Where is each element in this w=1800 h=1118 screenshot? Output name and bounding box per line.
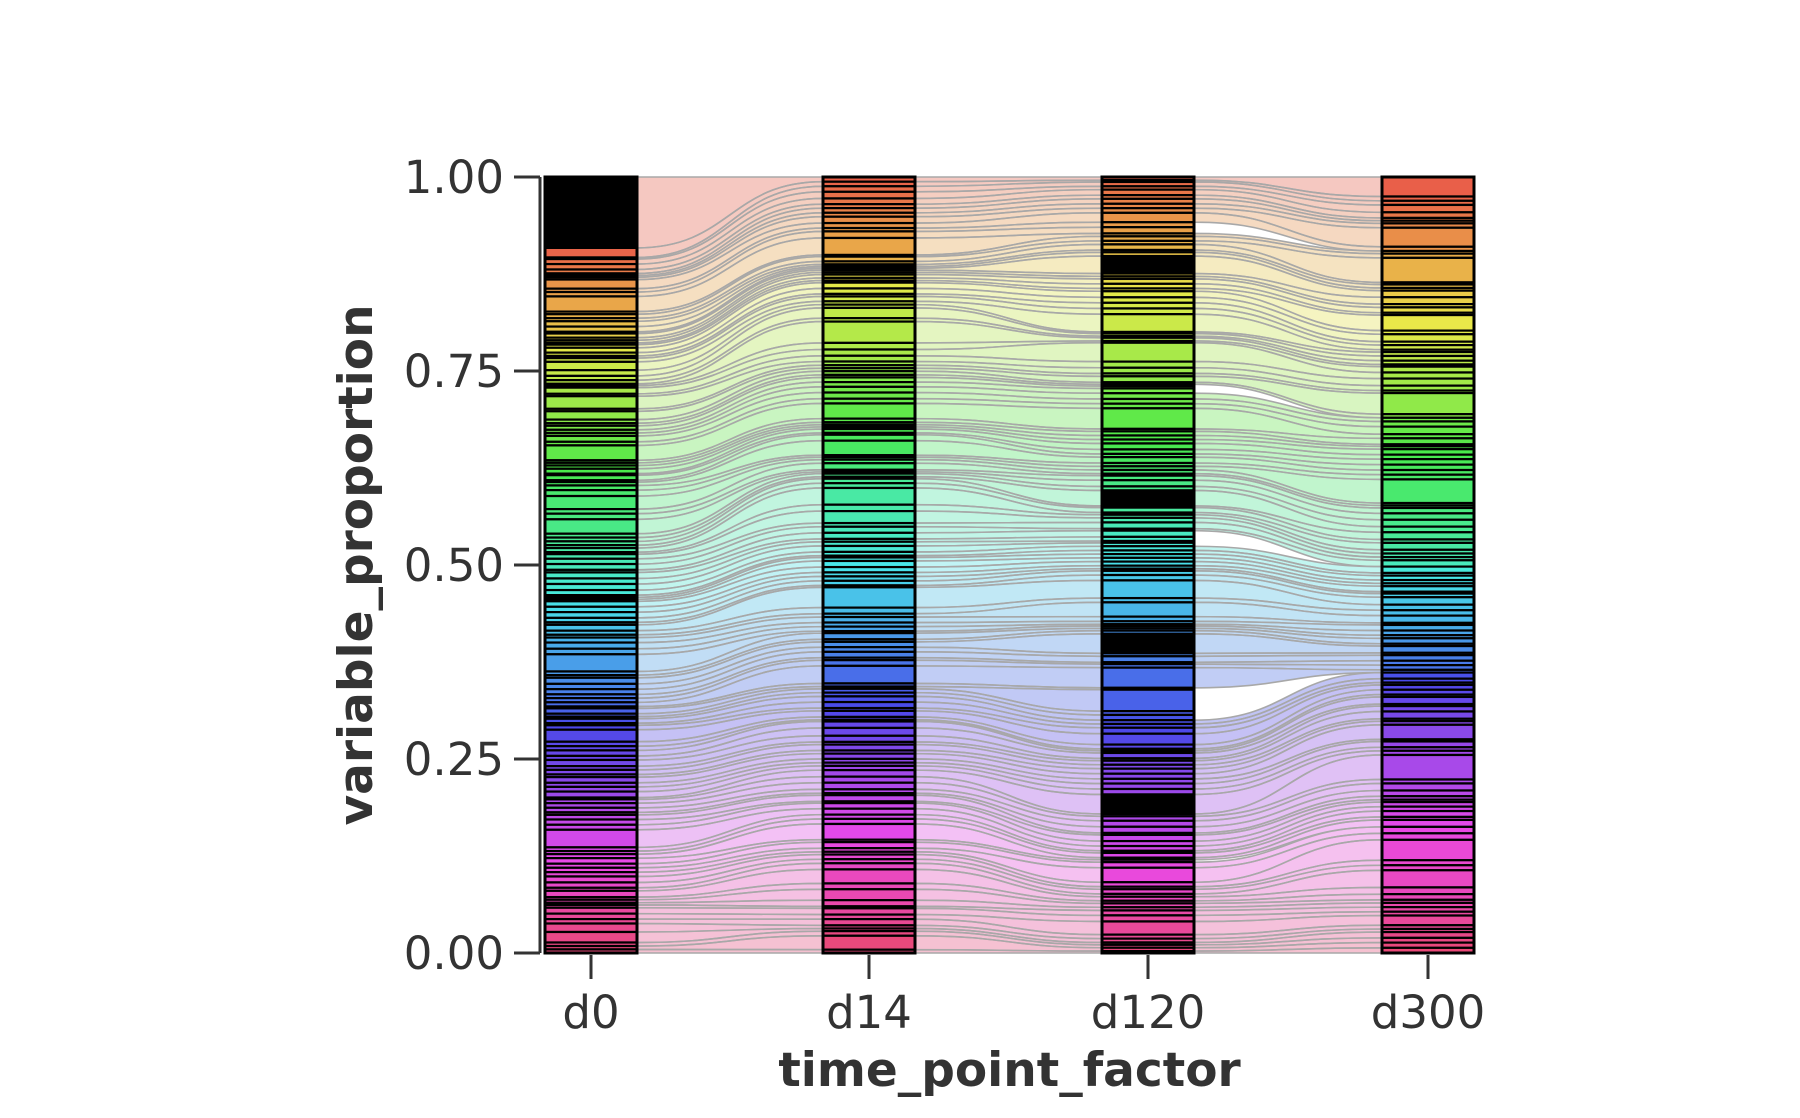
stratum-d300 [1380,838,1476,862]
stratum-d120 [1100,341,1196,363]
stratum-d14 [821,486,917,506]
stratum-d120 [1100,732,1196,746]
stratum-d14 [821,509,917,525]
stratum-d14 [821,934,917,951]
stratum-d120 [1100,688,1196,713]
stratum-d120 [1100,920,1196,936]
stratum-d14 [821,236,917,257]
stratum-d0 [543,295,639,313]
stratum-d300 [1380,425,1476,436]
x-tick-label: d120 [1091,986,1205,1039]
x-axis-title: time_point_factor [778,1043,1241,1098]
stratum-d120 [1100,211,1196,224]
stratum-d120 [1100,254,1196,275]
stratum-d14 [821,726,917,737]
stratum-d300 [1380,175,1476,198]
stratum-d14 [821,888,917,902]
stratum-d14 [821,664,917,685]
stratum-d14 [821,306,917,320]
y-tick-label: 0.25 [404,733,504,786]
x-tick-label: d300 [1371,986,1485,1039]
y-tick-label: 0.50 [404,539,504,592]
stratum-d300 [1380,869,1476,889]
stratum-frame-d0 [543,175,639,955]
stratum-d120 [1100,579,1196,600]
x-tick-label: d14 [826,986,912,1039]
stratum-d300 [1380,256,1476,284]
stratum-d120 [1100,489,1196,508]
stratum-d0 [543,410,639,421]
stratum-frame-d120 [1100,175,1196,955]
stratum-d0 [543,246,639,259]
stratum-d300 [1380,478,1476,505]
stratum-d14 [821,320,917,344]
stratum-d0 [543,922,639,934]
stratum-d0 [543,930,639,944]
stratum-d120 [1100,866,1196,884]
stratum-d0 [543,653,639,673]
y-tick-label: 0.00 [404,927,504,980]
stratum-d300 [1380,753,1476,781]
stratum-d0 [543,728,639,743]
stratum-d300 [1380,596,1476,606]
y-tick-label: 0.75 [404,345,504,398]
y-axis-title: variable_proportion [329,304,384,825]
stratum-d0 [543,444,639,462]
stratum-frame-d300 [1380,175,1476,955]
stratum-d14 [821,439,917,457]
stratum-d300 [1380,914,1476,927]
stratum-d0 [543,518,639,535]
stratum-d300 [1380,333,1476,343]
stratum-d300 [1380,723,1476,741]
stratum-d0 [543,360,639,372]
stratum-d0 [543,494,639,511]
stratum-d0 [543,278,639,290]
stratum-d120 [1100,407,1196,430]
stratum-d120 [1100,666,1196,689]
x-tick-label: d0 [562,986,619,1039]
stratum-d300 [1380,313,1476,332]
flows-layer [636,176,1383,954]
flow-band [636,948,824,954]
stratum-d300 [1380,226,1476,248]
stratum-d14 [821,402,917,420]
stratum-d0 [543,828,639,849]
stratum-d300 [1380,203,1476,214]
y-tick-label: 1.00 [404,151,504,204]
stratum-d120 [1100,313,1196,334]
stratum-d0 [543,395,639,410]
stratum-d120 [1100,632,1196,655]
strata-layer [543,175,1476,955]
stratum-d14 [821,822,917,841]
stratum-d0 [543,175,639,249]
stratum-frame-d14 [821,175,917,955]
stratum-d120 [1100,601,1196,618]
axes-layer: 0.00 0.25 0.50 0.75 1.00 d0 d14 d120 d300 [404,151,1485,1039]
stratum-d14 [821,586,917,609]
stratum-d300 [1380,391,1476,416]
stratum-d120 [1100,793,1196,816]
stratum-d14 [821,868,917,885]
